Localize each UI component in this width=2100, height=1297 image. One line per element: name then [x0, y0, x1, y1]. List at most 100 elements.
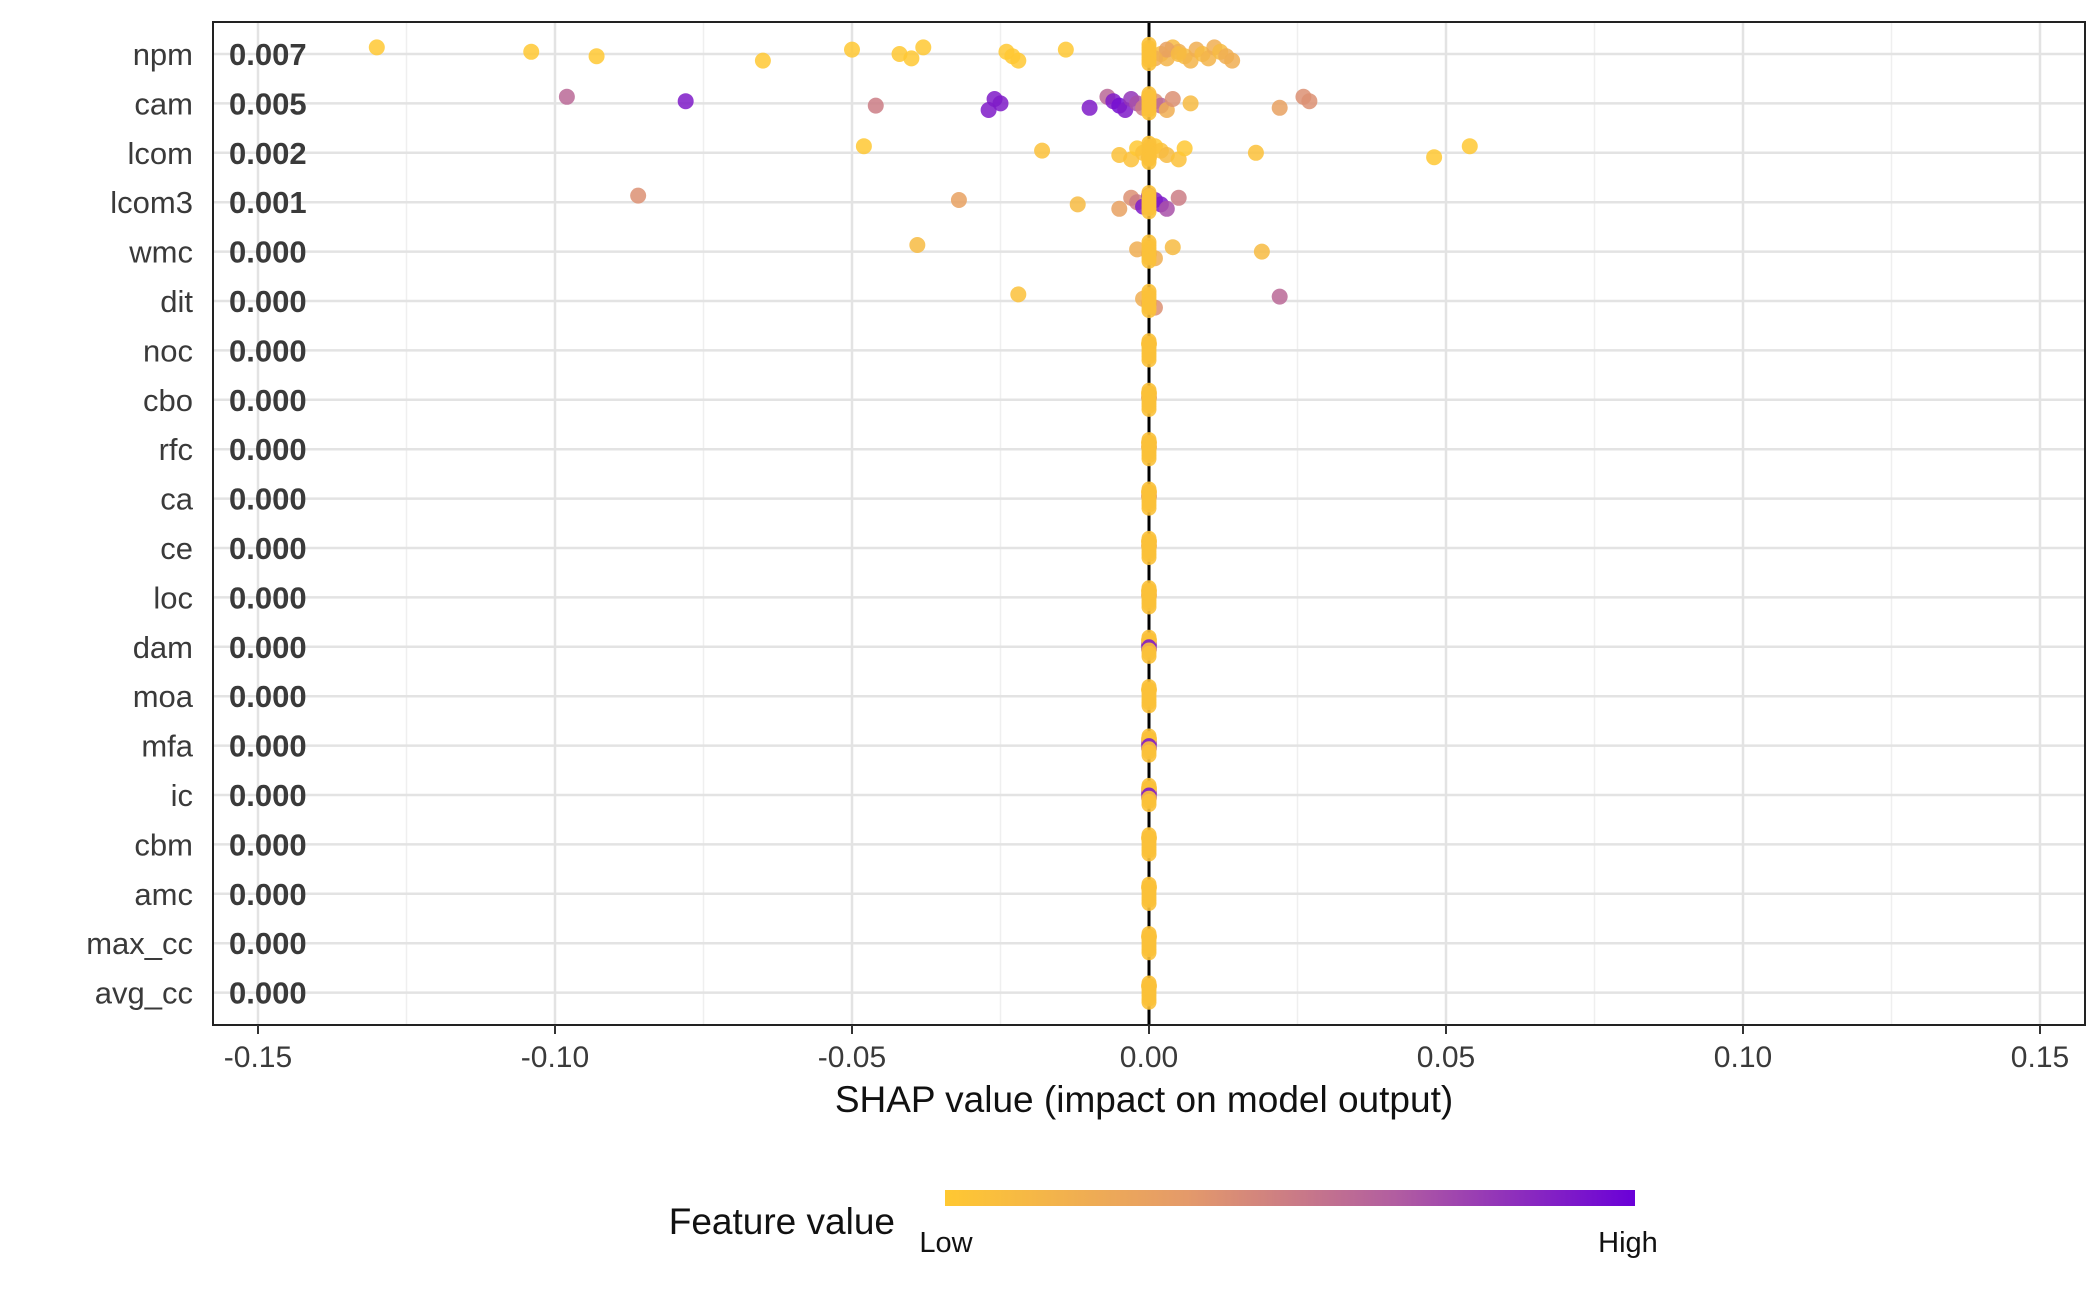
mean-shap-avg_cc: 0.000: [229, 976, 307, 1011]
mean-shap-dam: 0.000: [229, 630, 307, 665]
shap-point-moa: [1141, 698, 1157, 714]
legend: Feature value Low High: [669, 1190, 1658, 1259]
shap-point-lcom: [1034, 142, 1051, 159]
shap-point-npm: [1224, 52, 1241, 69]
shap-point-npm: [588, 48, 605, 65]
shap-point-dam: [1141, 648, 1157, 664]
feature-label-npm: npm: [133, 37, 193, 72]
shap-point-cam: [558, 88, 575, 105]
mean-shap-wmc: 0.000: [229, 235, 307, 270]
shap-point-npm: [1010, 52, 1027, 69]
shap-point-lcom: [1426, 149, 1443, 166]
shap-point-npm: [903, 50, 920, 67]
shap-point-cam: [677, 93, 694, 110]
shap-point-cam: [1164, 91, 1181, 107]
shap-point-cam: [1301, 93, 1318, 110]
shap-point-npm: [754, 52, 771, 69]
feature-label-loc: loc: [153, 580, 193, 615]
x-tick-label: -0.05: [818, 1041, 886, 1074]
mean-shap-max_cc: 0.000: [229, 926, 307, 961]
shap-point-lcom3: [950, 192, 967, 208]
x-tick-label: 0.10: [1714, 1041, 1772, 1074]
x-tick-label: 0.05: [1417, 1041, 1475, 1074]
shap-point-wmc: [1164, 239, 1181, 256]
shap-point-wmc: [909, 237, 926, 253]
feature-label-mfa: mfa: [141, 729, 193, 764]
mean-shap-npm: 0.007: [229, 37, 307, 72]
legend-high-label: High: [1598, 1227, 1658, 1259]
feature-label-ce: ce: [160, 531, 193, 566]
shap-point-cbm: [1141, 846, 1157, 862]
feature-label-amc: amc: [134, 877, 193, 912]
mean-shap-rfc: 0.000: [229, 432, 307, 467]
shap-point-npm: [368, 39, 385, 56]
shap-point-cam: [992, 95, 1009, 112]
shap-point-npm: [523, 43, 540, 60]
mean-shap-lcom: 0.002: [229, 136, 307, 171]
x-tick-label: -0.10: [521, 1041, 589, 1074]
mean-shap-labels: 0.007 0.005 0.002 0.001 0.000 0.000 0.000 0.000…: [229, 37, 307, 1011]
shap-point-lcom3: [630, 187, 647, 204]
mean-shap-loc: 0.000: [229, 580, 307, 615]
x-axis-title: SHAP value (impact on model output): [835, 1079, 1453, 1120]
shap-point-dit: [1010, 286, 1027, 303]
shap-point-lcom3: [1141, 204, 1157, 220]
x-tick-label: 0.15: [2011, 1041, 2069, 1074]
legend-title: Feature value: [669, 1201, 895, 1242]
shap-point-lcom3: [1069, 196, 1086, 213]
shap-point-npm: [1057, 41, 1074, 58]
feature-label-lcom: lcom: [128, 136, 193, 171]
x-tick-label: 0.00: [1120, 1041, 1178, 1074]
feature-label-wmc: wmc: [128, 235, 193, 270]
shap-point-lcom: [1141, 154, 1157, 170]
shap-point-cam: [867, 97, 884, 114]
shap-point-wmc: [1253, 243, 1270, 260]
shap-point-npm: [915, 39, 932, 56]
shap-point-noc: [1141, 352, 1157, 368]
mean-shap-moa: 0.000: [229, 679, 307, 714]
shap-point-lcom: [1461, 138, 1478, 155]
shap-point-npm: [1141, 56, 1157, 72]
shap-point-cam: [1182, 95, 1199, 112]
mean-shap-mfa: 0.000: [229, 729, 307, 764]
shap-point-lcom: [1247, 144, 1264, 161]
feature-label-noc: noc: [143, 333, 193, 368]
feature-labels: npm cam lcom lcom3 wmc dit noc cbo rfc ca ce loc dam…: [86, 37, 194, 1011]
shap-point-npm: [1170, 46, 1187, 62]
shap-point-wmc: [1141, 253, 1157, 269]
shap-point-lcom3: [1158, 200, 1175, 217]
mean-shap-amc: 0.000: [229, 877, 307, 912]
feature-label-cbo: cbo: [143, 383, 193, 418]
mean-shap-noc: 0.000: [229, 333, 307, 368]
shap-point-ic: [1141, 797, 1157, 813]
shap-point-cam: [1141, 105, 1157, 121]
legend-low-label: Low: [919, 1227, 973, 1259]
legend-color-bar: [945, 1190, 1635, 1206]
mean-shap-cbo: 0.000: [229, 383, 307, 418]
feature-label-lcom3: lcom3: [110, 185, 193, 220]
shap-point-lcom: [855, 138, 872, 155]
shap-point-mfa: [1141, 747, 1157, 763]
shap-point-dit: [1141, 303, 1157, 319]
feature-label-rfc: rfc: [159, 432, 193, 467]
feature-label-avg_cc: avg_cc: [95, 976, 193, 1011]
shap-point-cbo: [1141, 401, 1157, 417]
mean-shap-dit: 0.000: [229, 284, 307, 319]
mean-shap-cam: 0.005: [229, 86, 307, 121]
feature-label-dit: dit: [160, 284, 193, 319]
shap-point-ca: [1141, 500, 1157, 516]
feature-label-max_cc: max_cc: [86, 926, 193, 961]
shap-point-loc: [1141, 599, 1157, 615]
shap-point-lcom3: [1170, 189, 1187, 206]
shap-point-lcom: [1176, 140, 1193, 157]
shap-point-rfc: [1141, 451, 1157, 467]
mean-shap-ca: 0.000: [229, 482, 307, 517]
shap-point-amc: [1141, 895, 1157, 911]
shap-point-cam: [1271, 99, 1288, 116]
mean-shap-ce: 0.000: [229, 531, 307, 566]
shap-point-npm: [844, 41, 860, 58]
shap-point-max_cc: [1141, 945, 1157, 961]
mean-shap-lcom3: 0.001: [229, 185, 307, 220]
